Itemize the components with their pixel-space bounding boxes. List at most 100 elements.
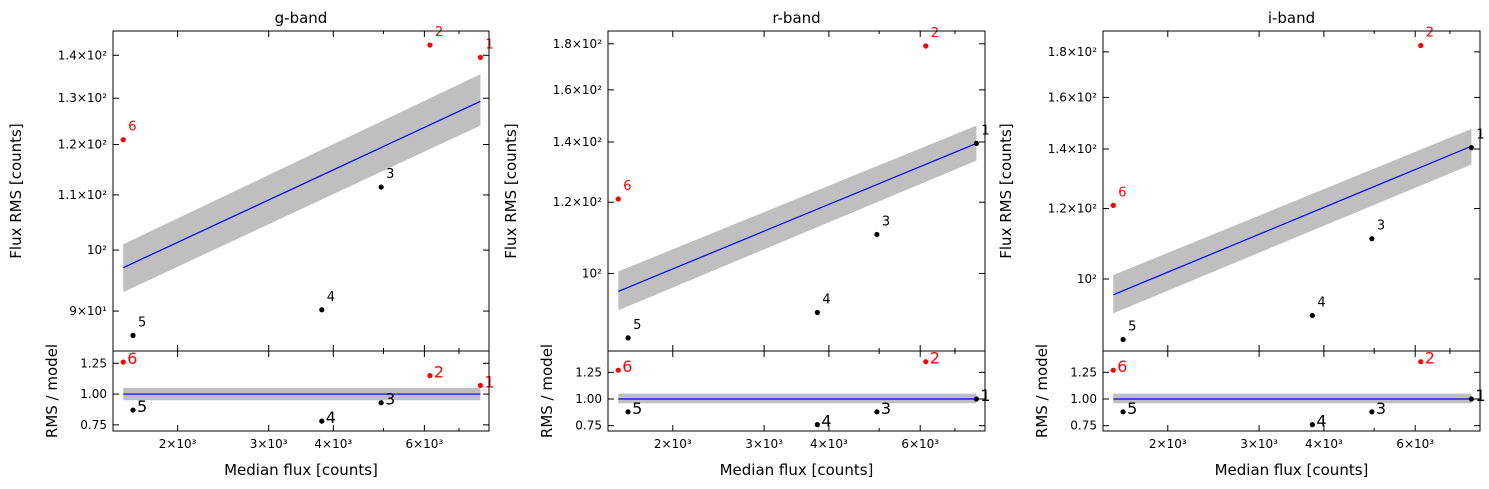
y-tick-label: 1.6×10² [553,83,602,97]
y-tick-label: 1.8×10² [1048,45,1097,59]
residual-point-label: 2 [434,363,444,382]
data-point [615,196,621,202]
residual-axis-label: RMS / model [43,344,61,438]
residual-point-label: 4 [326,408,336,427]
residual-point [1309,422,1315,428]
residual-point-label: 1 [484,372,494,391]
panel-g-band: 1 1 2 2 3 3 4 4 5 5 6 6 2×10³ 3×10³ 4×10³ 6×10³ 9×10¹ 10²… [7,9,495,479]
residual-point-label: 3 [881,399,891,418]
data-point [1110,202,1116,208]
model-uncertainty-band [123,74,481,293]
point-label: 2 [931,26,939,41]
x-tick-label: 3×10³ [250,437,288,451]
point-label: 2 [435,25,443,40]
point-label: 5 [138,315,146,330]
x-tick-label: 3×10³ [745,437,783,451]
residual-point-label: 5 [632,399,642,418]
point-label: 5 [633,318,641,333]
x-tick-label: 2×10³ [1149,437,1187,451]
data-point [1418,42,1424,49]
y-tick-label: 1.8×10² [553,37,602,51]
x-tick-label: 2×10³ [654,437,692,451]
y-tick-label: 1.2×10² [1048,202,1097,216]
residual-point-label: 4 [821,412,831,431]
residual-point [130,407,136,413]
residual-point [615,367,621,373]
y-tick-label: 10² [87,243,107,257]
x-tick-label: 6×10³ [405,437,443,451]
residual-point-label: 6 [622,357,632,376]
y-tick-label: 10² [582,266,602,280]
point-label: 6 [128,120,136,135]
resid-tick-label: 1.00 [1070,392,1097,406]
data-point [319,307,325,313]
point-label: 6 [1118,185,1126,200]
x-tick-label: 2×10³ [159,437,197,451]
y-tick-label: 1.1×10² [58,188,107,202]
resid-tick-label: 1.00 [575,392,602,406]
resid-tick-label: 1.25 [575,365,602,379]
y-tick-label: 1.4×10² [1048,142,1097,156]
resid-tick-label: 1.25 [80,356,107,370]
residual-point-label: 6 [127,349,137,368]
residual-axes-frame [112,350,490,432]
model-fit-line [122,100,481,269]
point-label: 4 [1317,295,1325,310]
data-point [427,42,433,48]
x-tick-label: 3×10³ [1240,437,1278,451]
point-label: 4 [327,290,335,305]
resid-tick-label: 1.25 [1070,365,1097,379]
y-tick-label: 1.2×10² [58,138,107,152]
resid-tick-label: 0.75 [80,418,107,432]
residual-point-label: 3 [385,390,395,409]
residual-point-label: 5 [1127,399,1137,418]
residual-point [319,418,325,424]
residual-point-label: 6 [1117,357,1127,376]
point-label: 1 [1476,128,1484,143]
y-tick-label: 1.6×10² [1048,90,1097,104]
residual-point-label: 2 [1425,349,1435,368]
x-tick-label: 4×10³ [314,437,352,451]
data-point [1468,145,1474,151]
resid-tick-label: 1.00 [80,387,107,401]
point-label: 2 [1426,26,1434,41]
residual-point [973,396,979,402]
x-tick-label: 4×10³ [810,437,848,451]
residual-point [923,359,929,365]
model-fit-line [1113,145,1472,296]
residual-point-label: 5 [137,397,147,416]
point-label: 5 [1128,320,1136,335]
point-label: 6 [623,179,631,194]
data-point [923,43,929,49]
residual-point [427,373,433,379]
y-tick-label: 1.4×10² [58,48,107,62]
data-point [625,335,631,341]
y-tick-label: 1.2×10² [553,195,602,209]
residual-point [477,382,484,389]
upper-axes-frame [607,30,986,352]
residual-point [1418,359,1424,365]
x-tick-label: 4×10³ [1305,437,1343,451]
residual-point [378,400,384,406]
residual-point-label: 2 [930,349,940,368]
data-point [814,309,820,316]
y-axis-label: Flux RMS [counts] [502,123,520,258]
data-point [130,332,136,338]
data-point [378,184,384,190]
data-point [120,137,126,143]
residual-point [1369,409,1375,415]
residual-point-label: 3 [1376,399,1386,418]
residual-point [874,409,880,415]
point-label: 3 [882,214,890,229]
point-label: 1 [485,37,493,52]
upper-axes-frame [1102,30,1481,352]
residual-point [120,359,126,365]
residual-point [1110,367,1116,373]
y-tick-label: 10² [1077,272,1097,286]
y-axis-label: Flux RMS [counts] [997,123,1015,258]
residual-axis-label: RMS / model [538,344,556,438]
x-axis-label: Median flux [counts] [1215,461,1369,479]
y-tick-label: 9×10¹ [69,304,107,318]
